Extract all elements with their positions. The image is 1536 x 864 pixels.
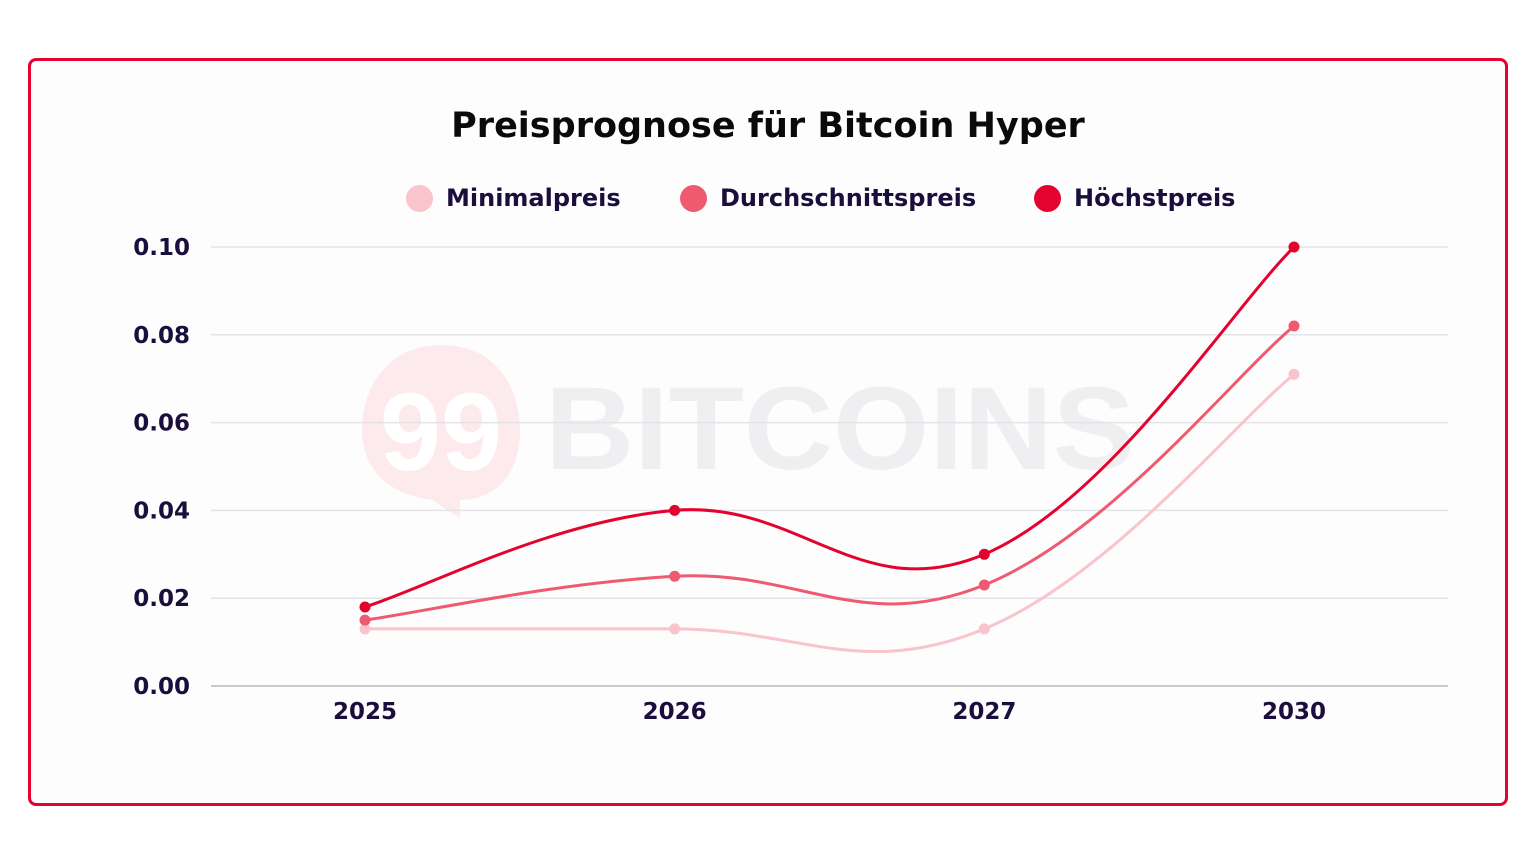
watermark-brand-text: BITCOINS <box>545 363 1135 495</box>
legend-label: Minimalpreis <box>446 184 621 212</box>
chart-frame <box>28 58 1508 806</box>
data-point[interactable] <box>978 623 990 635</box>
legend-dot-icon <box>1034 184 1061 212</box>
x-tick-label: 2030 <box>1262 699 1326 725</box>
series-line <box>363 372 1296 654</box>
chart-title: Preisprognose für Bitcoin Hyper <box>451 106 1085 146</box>
series-lines <box>359 241 1300 654</box>
data-point[interactable] <box>359 614 371 626</box>
watermark: 99 BITCOINS <box>362 345 1135 518</box>
data-point[interactable] <box>1288 320 1300 332</box>
x-axis-ticks: 2025 2026 2027 2030 <box>333 699 1326 725</box>
legend-dot-icon <box>406 184 433 212</box>
y-tick-label: 0.04 <box>133 498 190 524</box>
data-point[interactable] <box>669 504 681 516</box>
legend-label: Durchschnittspreis <box>720 184 977 212</box>
data-point[interactable] <box>359 601 371 613</box>
series-höchstpreis <box>359 241 1300 613</box>
y-tick-label: 0.06 <box>133 411 190 437</box>
series-line <box>363 324 1296 622</box>
data-point[interactable] <box>669 623 681 635</box>
y-tick-label: 0.00 <box>133 674 190 700</box>
legend-item-durchschnittspreis[interactable]: Durchschnittspreis <box>680 178 976 218</box>
series-minimalpreis <box>359 368 1300 654</box>
x-tick-label: 2025 <box>333 699 397 725</box>
data-point[interactable] <box>1288 241 1300 253</box>
y-tick-label: 0.08 <box>133 323 190 349</box>
y-axis-ticks: 0.00 0.02 0.04 0.06 0.08 0.10 <box>133 235 190 700</box>
legend-dot-icon <box>680 184 707 212</box>
data-point[interactable] <box>669 570 681 582</box>
watermark-logo-text: 99 <box>380 371 502 494</box>
data-point[interactable] <box>359 623 371 635</box>
x-tick-label: 2026 <box>643 699 707 725</box>
legend-item-minimalpreis[interactable]: Minimalpreis <box>406 178 621 218</box>
series-durchschnittspreis <box>359 320 1300 626</box>
chart-legend: Minimalpreis Durchschnittspreis Höchstpr… <box>0 178 1536 218</box>
legend-label: Höchstpreis <box>1074 184 1236 212</box>
y-tick-label: 0.10 <box>133 235 190 261</box>
legend-item-hoechstpreis[interactable]: Höchstpreis <box>1034 178 1235 218</box>
series-line <box>363 245 1296 609</box>
x-tick-label: 2027 <box>952 699 1016 725</box>
data-point[interactable] <box>978 579 990 591</box>
y-tick-label: 0.02 <box>133 586 190 612</box>
speech-bubble-logo-icon <box>362 345 520 518</box>
data-point[interactable] <box>1288 368 1300 380</box>
data-point[interactable] <box>978 548 990 560</box>
